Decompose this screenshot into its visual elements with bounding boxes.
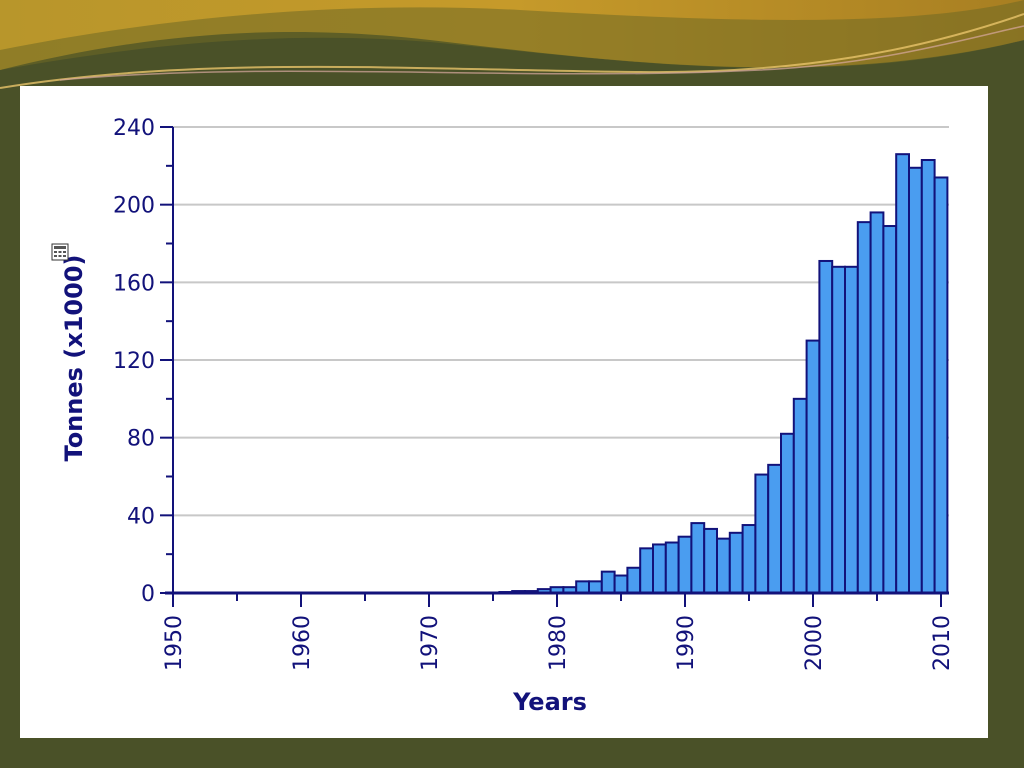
- bar-2006: [882, 225, 898, 594]
- bar-1997: [767, 463, 783, 594]
- bar-chart: 0 40 80 120 160 200 240 1950 1960 1970 1980 1990 200…: [51, 116, 955, 716]
- bar-1987: [639, 547, 655, 595]
- bar-1995: [741, 524, 757, 594]
- x-tick-label: 1980: [546, 615, 571, 671]
- y-tick-label: 200: [113, 194, 155, 219]
- bar-1988: [652, 543, 667, 595]
- bar-1985: [613, 574, 629, 594]
- bar-2004: [856, 221, 872, 594]
- bar-1996: [754, 473, 770, 594]
- spreadsheet-icon: [51, 243, 69, 261]
- bar-1992: [703, 527, 719, 594]
- y-tick-label: 80: [127, 427, 155, 452]
- background-highlight-line-2: [59, 25, 1024, 81]
- bar-2008: [908, 166, 923, 595]
- bar-1984: [600, 570, 616, 594]
- bar-1982: [575, 580, 591, 595]
- bar-1986: [626, 566, 642, 594]
- x-tick-label: 1990: [674, 615, 699, 671]
- bar-1983: [588, 580, 603, 595]
- x-tick-label: 1950: [162, 615, 187, 671]
- bar-2005: [869, 211, 885, 595]
- bar-2003: [844, 265, 859, 595]
- bar-1998: [780, 432, 795, 594]
- bar-1993: [716, 537, 731, 594]
- bar-2010: [933, 176, 949, 594]
- bar-1990: [677, 535, 693, 595]
- bar-1991: [690, 522, 706, 595]
- y-tick-label: 120: [113, 349, 155, 374]
- bar-2002: [831, 265, 847, 595]
- bar-1989: [664, 541, 680, 594]
- bars: [498, 153, 949, 595]
- y-axis-title: Tonnes (x1000): [60, 255, 88, 462]
- axes: 0 40 80 120 160 200 240 1950 1960 1970 1980 1990 200…: [113, 116, 955, 671]
- background-highlight-line: [0, 13, 1024, 89]
- y-tick-label: 160: [113, 271, 155, 296]
- bar-2000: [805, 339, 821, 594]
- x-tick-label: 2000: [802, 615, 827, 671]
- y-tick-label: 40: [127, 504, 155, 529]
- chart-panel: 0 40 80 120 160 200 240 1950 1960 1970 1980 1990 200…: [20, 86, 988, 738]
- y-tick-label: 240: [113, 116, 155, 141]
- x-tick-label: 2010: [930, 615, 955, 671]
- bar-1994: [728, 531, 744, 594]
- bar-2009: [920, 159, 936, 594]
- bar-2007: [895, 153, 911, 595]
- x-tick-label: 1970: [418, 615, 443, 671]
- x-axis-title: Years: [512, 688, 587, 716]
- x-tick-label: 1960: [290, 615, 315, 671]
- bar-2001: [818, 259, 834, 594]
- background-wave-olive: [0, 0, 1024, 70]
- y-tick-label: 0: [141, 582, 155, 607]
- bar-1999: [792, 397, 808, 595]
